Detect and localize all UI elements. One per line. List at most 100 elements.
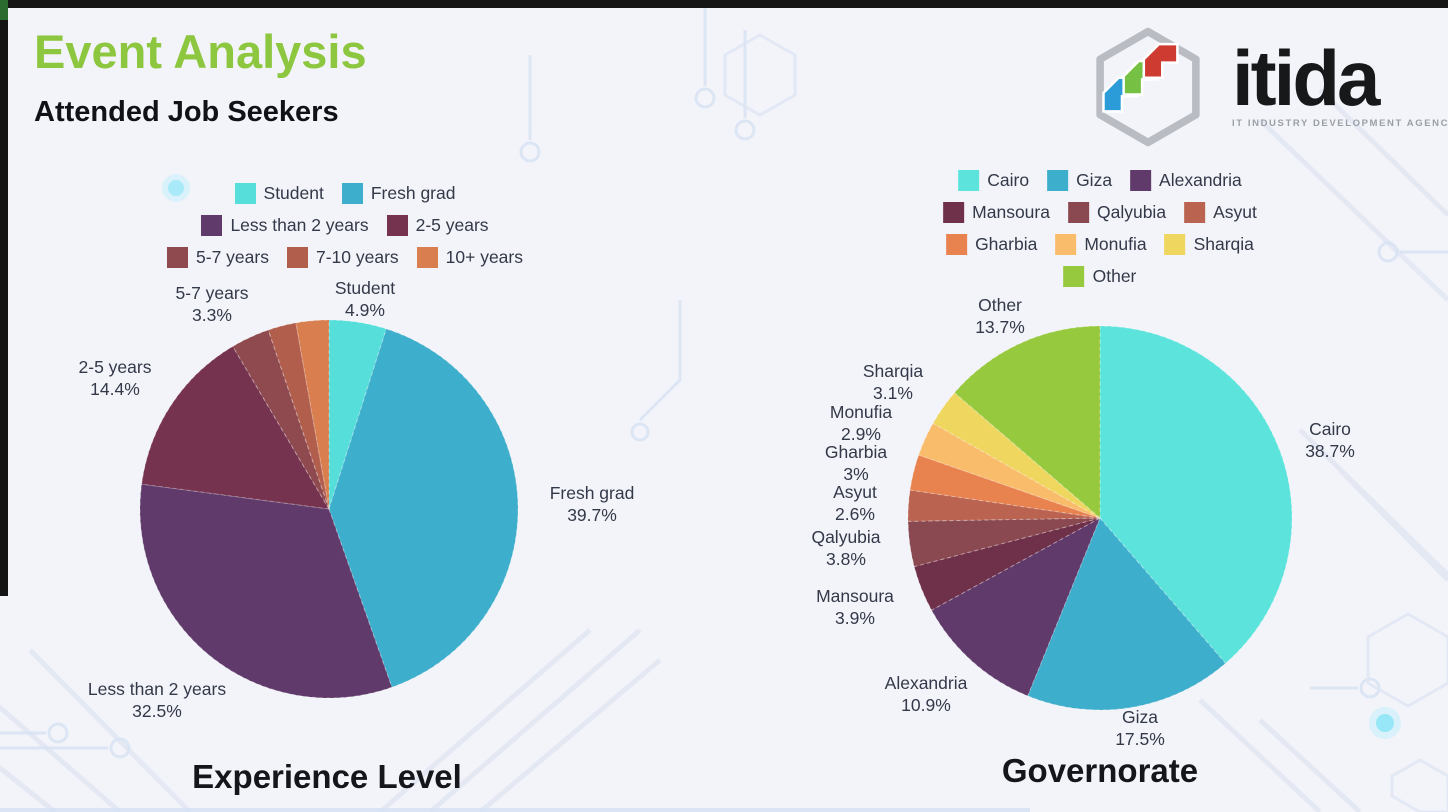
pie-label-name: Fresh grad [549, 483, 635, 503]
pie-label-name: Sharqia [862, 361, 924, 381]
pie-label-value: 32.5% [132, 701, 182, 721]
pie-label-less-than-2-years: Less than 2 years 32.5% [88, 678, 226, 722]
legend-label: Qalyubia [1096, 202, 1167, 222]
legend-label: 10+ years [445, 247, 523, 267]
pie-slice-fresh-grad [328, 328, 519, 688]
legend-swatch-10-years [416, 247, 438, 268]
legend-item-gharbia: Gharbia [946, 234, 1037, 255]
legend-item-sharqia: Sharqia [1164, 234, 1254, 255]
legend-label: Other [1092, 266, 1137, 286]
pie-label-value: 2.9% [841, 424, 881, 444]
pie-label-name: Student [334, 278, 396, 298]
pie-slice-alexandria [930, 516, 1101, 697]
pie-label-value: 17.5% [1115, 729, 1165, 749]
pie-label-name: Less than 2 years [87, 679, 227, 699]
legend-label: Gharbia [975, 234, 1038, 254]
pie-label-name: Mansoura [816, 586, 894, 606]
legend-label: Mansoura [972, 202, 1050, 222]
pie-slice-gharbia [909, 454, 1101, 519]
legend-item-fresh-grad: Fresh grad [341, 183, 456, 204]
pie-label-value: 3.9% [835, 608, 875, 628]
pie-label-fresh-grad: Fresh grad 39.7% [550, 482, 635, 526]
experience-level-legend: Student Fresh grad Less than 2 years 2-5 ye… [167, 183, 523, 268]
pie-slice-monufia [917, 422, 1101, 519]
pie-label-cairo: Cairo 38.7% [1305, 418, 1355, 462]
pie-label-value: 10.9% [901, 695, 951, 715]
pie-slice-giza [1027, 517, 1227, 711]
legend-row: Mansoura Qalyubia Asyut [943, 202, 1257, 223]
pie-slice-cairo [1099, 325, 1293, 665]
pie-label-name: 5-7 years [175, 283, 249, 303]
chart-title-experience-level: Experience Level [192, 758, 462, 795]
legend-label: Cairo [987, 170, 1030, 190]
pie-label-value: 3.8% [826, 549, 866, 569]
pie-label-value: 14.4% [90, 379, 140, 399]
legend-label: Giza [1076, 170, 1113, 190]
pie-label-value: 39.7% [567, 505, 617, 525]
legend-swatch-student [234, 183, 256, 204]
legend-swatch-5-7-years [167, 247, 189, 268]
pie-label-alexandria: Alexandria 10.9% [885, 672, 968, 716]
pie-label-value: 38.7% [1305, 441, 1355, 461]
legend-item-other: Other [1063, 266, 1137, 287]
pie-label-name: Monufia [829, 402, 893, 422]
legend-label: 2-5 years [415, 215, 489, 235]
pie-slice-other [953, 325, 1101, 520]
pie-label-value: 4.9% [345, 300, 385, 320]
chart-title-governorate: Governorate [1001, 752, 1199, 789]
legend-item-qalyubia: Qalyubia [1067, 202, 1167, 223]
legend-item-alexandria: Alexandria [1130, 170, 1242, 191]
legend-item-giza: Giza [1047, 170, 1112, 191]
pie-label-gharbia: Gharbia 3% [825, 441, 887, 485]
legend-item-5-7-years: 5-7 years [167, 247, 269, 268]
pie-label-2-5-years: 2-5 years 14.4% [79, 356, 152, 400]
legend-item-2-5-years: 2-5 years [386, 215, 489, 236]
pie-label-mansoura: Mansoura 3.9% [816, 585, 894, 629]
pie-label-value: 13.7% [975, 317, 1025, 337]
legend-row: Gharbia Monufia Sharqia [943, 234, 1257, 255]
logo-wordmark: itida [1232, 34, 1380, 123]
governorate-pie [907, 325, 1293, 711]
legend-label: 7-10 years [315, 247, 399, 267]
legend-label: Sharqia [1193, 234, 1254, 254]
pie-label-sharqia: Sharqia 3.1% [863, 360, 923, 404]
pie-label-name: Asyut [833, 482, 877, 502]
itida-logo: itida IT INDUSTRY DEVELOPMENT AGENCY [1072, 24, 1448, 150]
pie-label-value: 2.6% [835, 504, 875, 524]
pie-slice-2-5-years [141, 345, 330, 510]
legend-row: Cairo Giza Alexandria [943, 170, 1257, 191]
legend-swatch-fresh-grad [341, 183, 363, 204]
pie-slice-7-10-years [267, 322, 330, 510]
legend-swatch-other [1063, 266, 1085, 287]
legend-row: Other [943, 266, 1257, 287]
pie-label-name: Other [978, 295, 1022, 315]
pie-label-name: Cairo [1309, 419, 1351, 439]
legend-swatch-7-10-years [286, 247, 308, 268]
governorate-legend: Cairo Giza Alexandria Mansoura Qalyubia Asyut… [943, 170, 1257, 287]
legend-item-asyut: Asyut [1184, 202, 1257, 223]
legend-label: Less than 2 years [230, 215, 369, 235]
legend-swatch-alexandria [1130, 170, 1152, 191]
logo-chevron-red [1142, 42, 1179, 80]
page-title: Event Analysis [34, 25, 367, 78]
experience-level-pie [139, 319, 519, 699]
pie-label-student: Student 4.9% [335, 277, 395, 321]
legend-label: Fresh grad [370, 183, 456, 203]
pie-slice-mansoura [913, 517, 1101, 611]
pie-label-asyut: Asyut 2.6% [833, 481, 877, 525]
pie-slice-10-years [295, 319, 330, 510]
legend-item-student: Student [234, 183, 324, 204]
legend-swatch-asyut [1184, 202, 1206, 223]
legend-swatch-qalyubia [1067, 202, 1089, 223]
legend-label: Alexandria [1159, 170, 1242, 190]
legend-row: 5-7 years 7-10 years 10+ years [167, 247, 523, 268]
pie-label-value: 3.3% [192, 305, 232, 325]
legend-swatch-mansoura [943, 202, 965, 223]
pie-slice-qalyubia [907, 517, 1101, 568]
pie-slice-sharqia [932, 392, 1101, 519]
pie-label-name: Qalyubia [811, 527, 881, 547]
legend-swatch-cairo [958, 170, 980, 191]
legend-item-10-years: 10+ years [416, 247, 523, 268]
pie-slice-asyut [907, 489, 1101, 522]
